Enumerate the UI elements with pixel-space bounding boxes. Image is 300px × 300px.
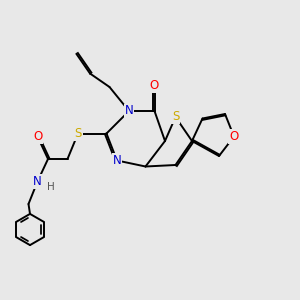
Text: O: O <box>150 79 159 92</box>
Text: O: O <box>33 130 42 143</box>
Text: S: S <box>172 110 179 124</box>
Text: N: N <box>112 154 122 167</box>
Text: H: H <box>47 182 55 193</box>
Text: S: S <box>74 127 82 140</box>
Text: O: O <box>230 130 238 143</box>
Text: N: N <box>124 104 134 118</box>
Text: N: N <box>33 175 42 188</box>
